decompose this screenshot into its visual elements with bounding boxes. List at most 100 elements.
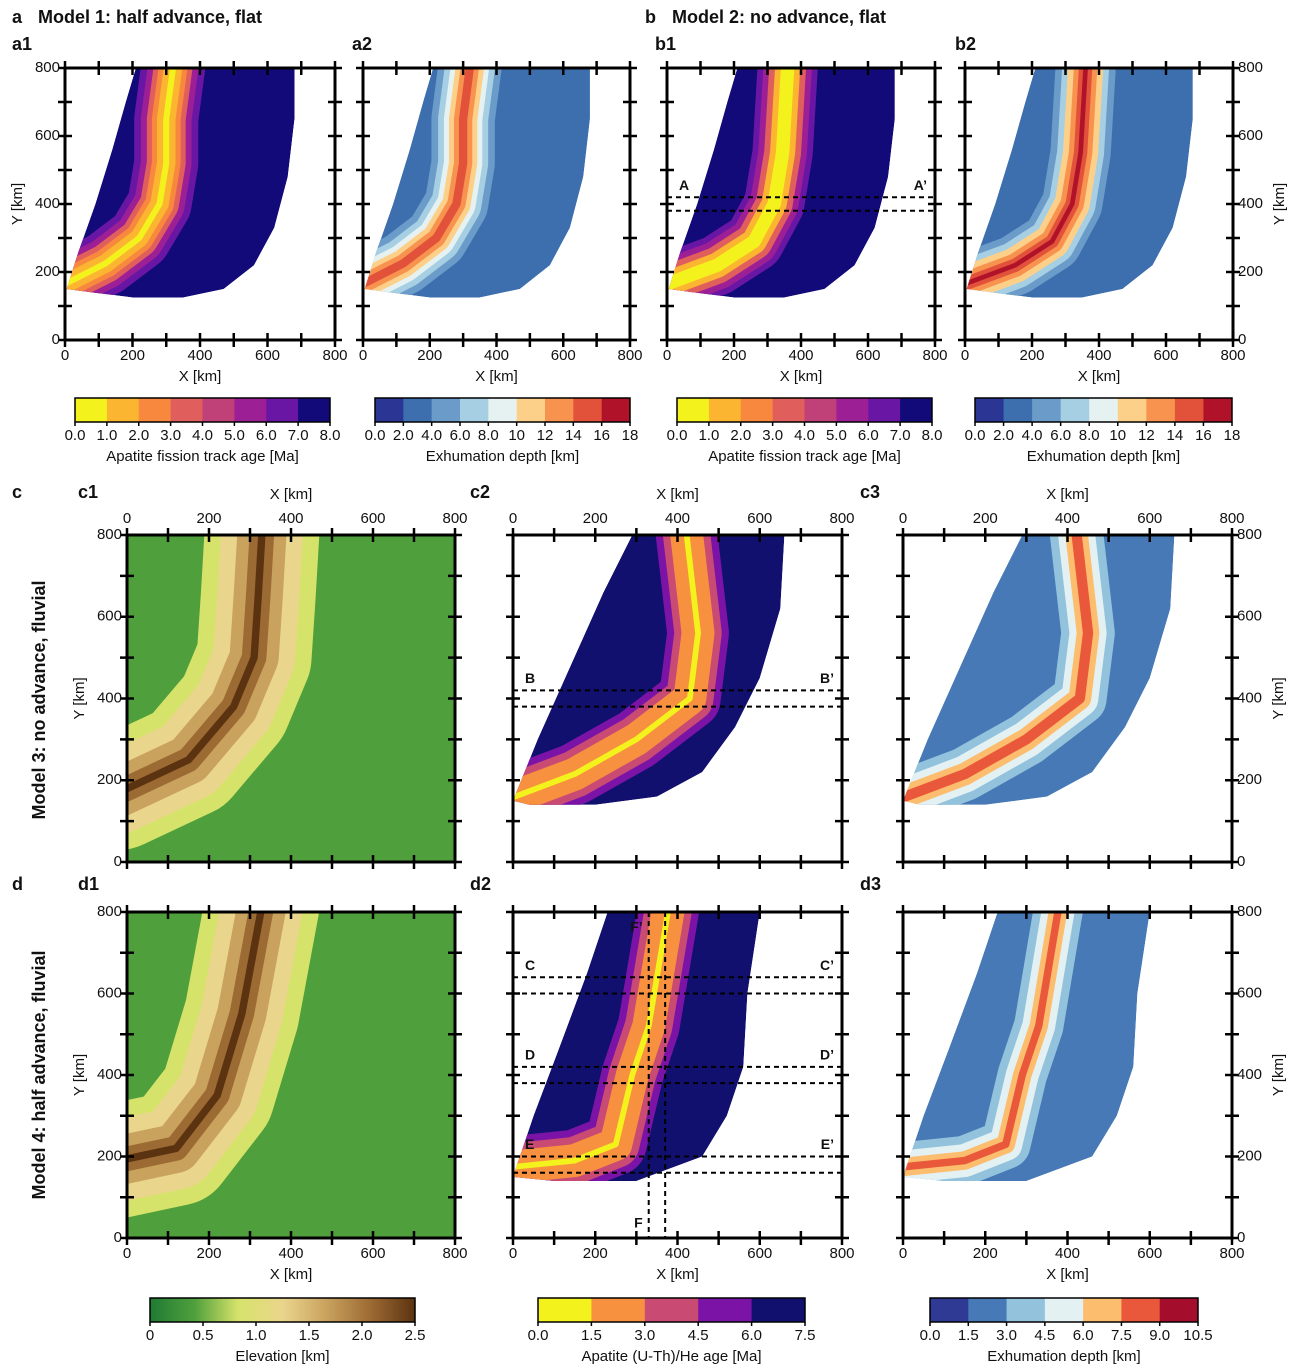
colorbar-tick-label: 4.0 <box>1022 427 1043 444</box>
profile-label: C’ <box>820 957 834 973</box>
y-tick-label: 800 <box>97 526 122 543</box>
x-tick-label: 800 <box>1219 1245 1244 1262</box>
colorbar-segment <box>1159 1298 1199 1322</box>
y-tick-label: 400 <box>97 689 122 706</box>
y-tick-label: 0 <box>114 853 122 870</box>
map-band <box>364 68 474 289</box>
profile-label: B <box>525 670 535 686</box>
colorbar-tick-label: 6.0 <box>1073 1327 1094 1344</box>
colorbar-tick-label: 4.0 <box>794 427 815 444</box>
colorbar-segment <box>601 398 631 422</box>
profile-label: C <box>525 957 535 973</box>
panel-label: d3 <box>860 874 881 894</box>
x-tick-label: 600 <box>255 347 280 364</box>
colorbar-tick-label: 0.0 <box>920 1327 941 1344</box>
map <box>364 68 590 298</box>
y-tick-label: 0 <box>52 331 60 348</box>
x-tick-label: 200 <box>417 347 442 364</box>
x-tick-label: 0 <box>961 347 969 364</box>
colorbar-segment <box>75 398 108 422</box>
colorbar-tick-label: 14 <box>565 427 582 444</box>
map <box>966 68 1193 298</box>
colorbar-title: Apatite fission track age [Ma] <box>106 448 299 465</box>
colorbar-tick-label: 14 <box>1167 427 1184 444</box>
x-tick-label: 600 <box>747 1245 772 1262</box>
row-letter: b <box>645 7 656 27</box>
colorbar-tick-label: 8.0 <box>320 427 341 444</box>
y-axis-label: Y [km] <box>1270 677 1287 719</box>
x-tick-label: 0 <box>509 1245 517 1262</box>
x-axis-label: X [km] <box>270 1266 313 1283</box>
colorbar-tick-label: 10.5 <box>1183 1327 1212 1344</box>
x-tick-label: 0 <box>123 510 131 527</box>
x-tick-label: 600 <box>747 510 772 527</box>
profile-label: D <box>525 1047 535 1063</box>
row-letter: a <box>12 7 23 27</box>
row-title: Model 3: no advance, fluvial <box>29 580 49 819</box>
x-tick-label: 400 <box>278 510 303 527</box>
x-tick-label: 800 <box>322 347 347 364</box>
colorbar-tick-label: 6.0 <box>741 1327 762 1344</box>
profile-label: B’ <box>820 670 834 686</box>
profile-label: A’ <box>914 177 927 193</box>
colorbar-segment <box>698 1298 753 1322</box>
y-tick-label: 200 <box>1238 263 1263 280</box>
y-axis-label: Y [km] <box>1270 1054 1287 1096</box>
colorbar-segment <box>573 398 603 422</box>
colorbar-segment <box>298 398 331 422</box>
x-tick-label: 800 <box>617 347 642 364</box>
x-tick-label: 400 <box>187 347 212 364</box>
colorbar-frame <box>974 397 1233 423</box>
panel-label: c1 <box>78 482 98 502</box>
colorbar-tick-label: 0.0 <box>528 1327 549 1344</box>
colorbar-tick-label: 8.0 <box>1079 427 1100 444</box>
row-letter: d <box>12 874 23 894</box>
colorbar-tick-label: 1.5 <box>299 1327 320 1344</box>
profile-label: E <box>525 1136 534 1152</box>
x-tick-label: 600 <box>360 1245 385 1262</box>
colorbar-tick-label: 10 <box>1109 427 1126 444</box>
colorbar-segment <box>545 398 574 422</box>
y-axis-label: Y [km] <box>1271 183 1288 225</box>
map <box>513 912 760 1181</box>
map-band <box>66 68 177 287</box>
colorbar-tick-label: 7.0 <box>890 427 911 444</box>
x-tick-label: 0 <box>509 510 517 527</box>
row-title: Model 1: half advance, flat <box>38 7 262 27</box>
y-tick-label: 800 <box>35 59 60 76</box>
x-tick-label: 400 <box>1086 347 1111 364</box>
colorbar-tick-label: 18 <box>1224 427 1241 444</box>
x-tick-label: 400 <box>665 510 690 527</box>
colorbar-segment <box>591 1298 646 1322</box>
colorbar-frame <box>929 1297 1199 1323</box>
panel-label: d2 <box>470 874 491 894</box>
colorbar-segment <box>1060 398 1090 422</box>
map <box>903 912 1150 1181</box>
colorbar-segment <box>968 1298 1008 1322</box>
colorbar-tick-label: 3.0 <box>996 1327 1017 1344</box>
y-tick-label: 400 <box>1237 1066 1262 1083</box>
profile-label: D’ <box>820 1047 834 1063</box>
x-axis-label: X [km] <box>270 486 313 503</box>
x-tick-label: 400 <box>278 1245 303 1262</box>
map-band <box>903 535 1094 802</box>
colorbar-tick-label: 0.0 <box>667 427 688 444</box>
x-tick-label: 800 <box>829 510 854 527</box>
x-tick-label: 0 <box>663 347 671 364</box>
colorbar-segment <box>930 1298 969 1322</box>
x-tick-label: 600 <box>1137 1245 1162 1262</box>
x-tick-label: 200 <box>196 510 221 527</box>
colorbar-title: Exhumation depth [km] <box>426 448 579 465</box>
x-tick-label: 400 <box>1055 1245 1080 1262</box>
colorbar-frame <box>374 397 631 423</box>
y-tick-label: 200 <box>35 263 60 280</box>
colorbar-segment <box>375 398 404 422</box>
x-axis-label: X [km] <box>656 1266 699 1283</box>
colorbar-segment <box>772 398 805 422</box>
y-tick-label: 400 <box>97 1066 122 1083</box>
x-tick-label: 0 <box>899 510 907 527</box>
y-tick-label: 200 <box>1237 1147 1262 1164</box>
colorbar-tick-label: 6.0 <box>1050 427 1071 444</box>
y-tick-label: 600 <box>97 608 122 625</box>
x-tick-label: 200 <box>583 1245 608 1262</box>
